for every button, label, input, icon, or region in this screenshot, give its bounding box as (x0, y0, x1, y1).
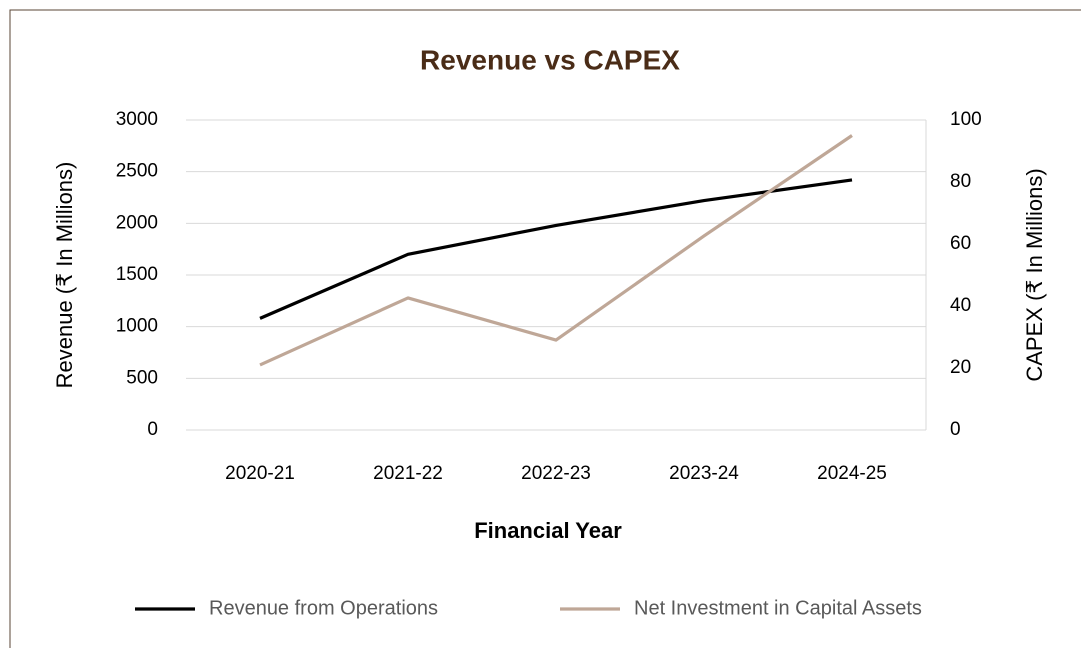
x-tick-label: 2020-21 (225, 463, 295, 484)
x-axis-title: Financial Year (474, 518, 622, 543)
y-tick-label: 1000 (116, 316, 158, 337)
series-line (259, 178, 853, 320)
y-tick-label: 2000 (116, 212, 158, 233)
y2-tick-label: 100 (950, 109, 982, 130)
y2-tick-label: 40 (950, 295, 971, 316)
y-tick-label: 0 (147, 419, 158, 440)
y-tick-label: 3000 (116, 109, 158, 130)
y2-tick-label: 0 (950, 419, 961, 440)
chart-title: Revenue vs CAPEX (420, 44, 680, 75)
y2-tick-label: 20 (950, 357, 971, 378)
y2-tick-label: 60 (950, 233, 971, 254)
legend-label: Revenue from Operations (209, 597, 438, 619)
y-axis-title: Revenue (₹ In Millions) (52, 162, 77, 389)
y-tick-label: 1500 (116, 264, 158, 285)
y2-axis-title: CAPEX (₹ In Millions) (1022, 168, 1047, 381)
y2-tick-label: 80 (950, 171, 971, 192)
x-tick-label: 2024-25 (817, 463, 887, 484)
x-tick-label: 2022-23 (521, 463, 591, 484)
x-tick-label: 2021-22 (373, 463, 443, 484)
x-tick-label: 2023-24 (669, 463, 739, 484)
chart-frame (9, 9, 1081, 648)
legend-label: Net Investment in Capital Assets (634, 597, 922, 619)
series-line (259, 134, 853, 367)
y-tick-label: 500 (126, 367, 158, 388)
y-tick-label: 2500 (116, 161, 158, 182)
